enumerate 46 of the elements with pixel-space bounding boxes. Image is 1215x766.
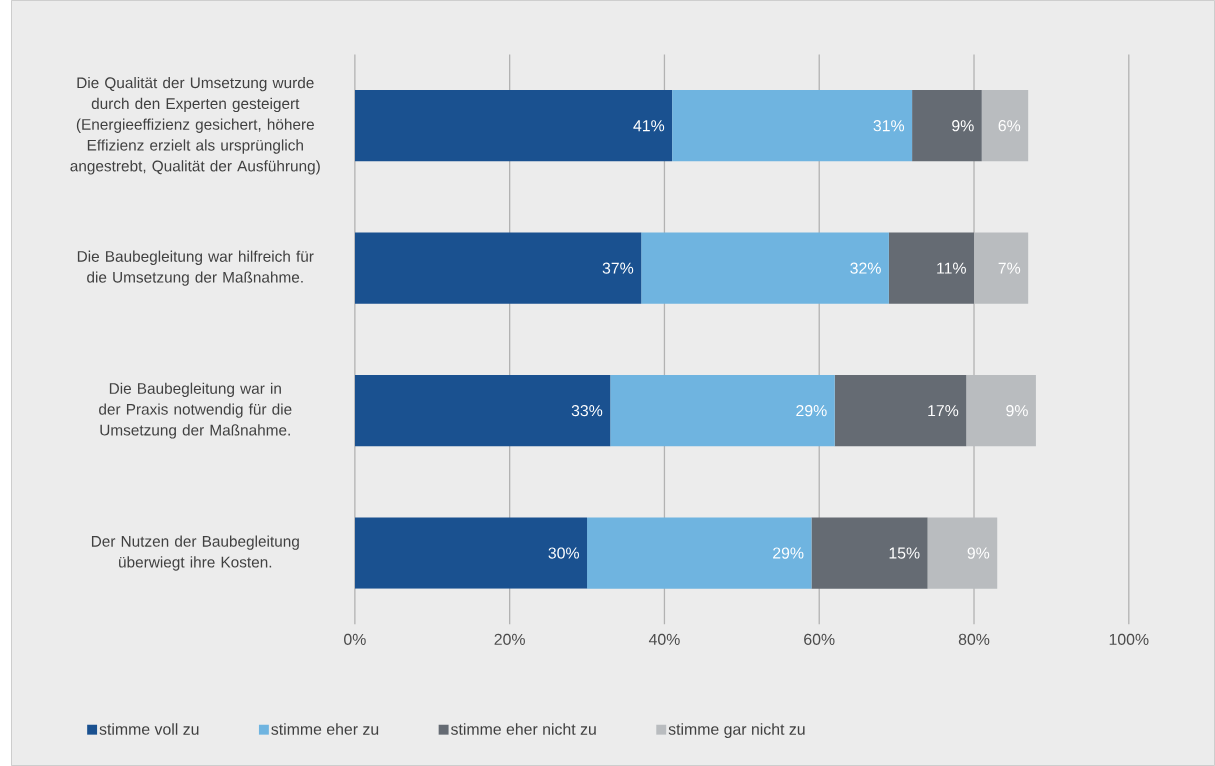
data-label: 9%: [967, 547, 990, 559]
y-tick-label: Die Baubegleitung war hilfreich für die Umsetzung der Maßnahme.: [77, 250, 314, 286]
bar: [354, 375, 611, 447]
legend-label: stimme eher nicht zu: [450, 723, 596, 735]
data-label: 9%: [1006, 405, 1028, 417]
bar: [888, 232, 975, 304]
x-tick-label: 60%: [804, 633, 835, 645]
data-label: 11%: [937, 262, 966, 274]
x-tick-label: 100%: [1109, 633, 1149, 645]
data-label: 17%: [928, 405, 959, 417]
data-label: 9%: [952, 120, 974, 132]
legend-label: stimme eher zu: [271, 723, 379, 735]
bar: [354, 232, 642, 304]
y-tick-label: Die Qualität der Umsetzung wurde durch den Experten gesteigert (Energieeffizienz gesichert, höhere Effizienz erzielt als ursprünglich angestrebt, Qualität der Ausführung): [70, 76, 320, 175]
x-tick-label: 0%: [344, 633, 366, 645]
bar: [587, 517, 812, 589]
bar: [927, 517, 998, 589]
bar: [974, 232, 1029, 304]
bar: [354, 517, 588, 589]
x-tick-label: 80%: [958, 633, 990, 645]
bar: [354, 90, 673, 162]
y-tick-label: Der Nutzen der Baubegleitung überwiegt ihre Kosten.: [91, 535, 299, 571]
data-label: 7%: [998, 262, 1021, 274]
bar: [834, 375, 967, 447]
bar: [610, 375, 835, 447]
bar: [981, 90, 1029, 162]
data-label: 41%: [633, 120, 665, 132]
x-tick-label: 40%: [648, 633, 680, 645]
bar: [912, 90, 982, 162]
data-label: 30%: [548, 547, 580, 559]
bar: [966, 375, 1036, 447]
data-label: 33%: [571, 405, 603, 417]
data-label: 37%: [602, 262, 634, 274]
bar: [641, 232, 889, 304]
x-tick-label: 20%: [494, 633, 525, 645]
data-label: 32%: [850, 262, 881, 274]
data-label: 15%: [889, 547, 920, 559]
legend-label: stimme voll zu: [99, 723, 199, 735]
data-label: 6%: [998, 120, 1021, 132]
data-label: 31%: [873, 120, 905, 132]
y-tick-label: Die Baubegleitung war in der Praxis notwendig für die Umsetzung der Maßnahme.: [99, 382, 292, 439]
bar: [811, 517, 928, 589]
data-label: 29%: [796, 405, 827, 417]
legend-label: stimme gar nicht zu: [668, 723, 805, 738]
data-label: 29%: [773, 547, 804, 559]
bar: [672, 90, 913, 162]
